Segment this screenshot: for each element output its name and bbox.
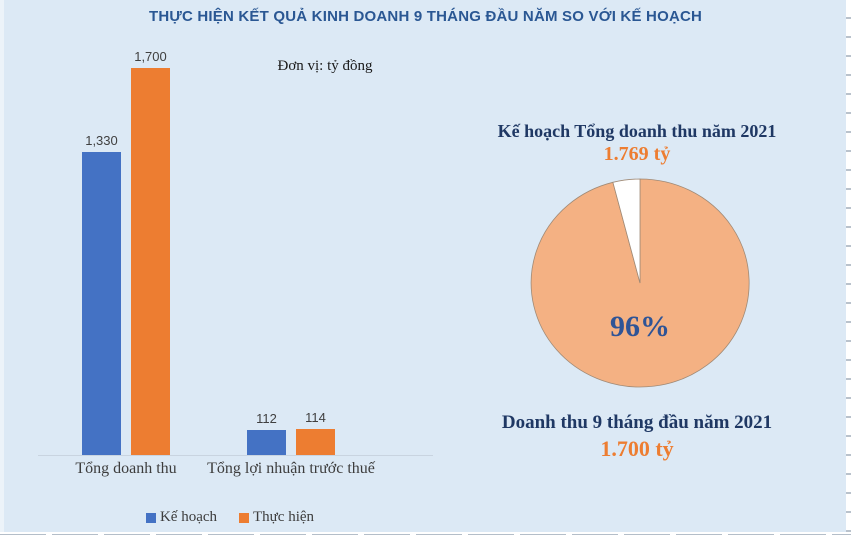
- pie-percent-label: 96%: [610, 310, 670, 343]
- x-axis-line: [38, 455, 433, 456]
- legend-label: Thực hiện: [253, 509, 315, 525]
- bar-Kế hoạch-Tổng lợi nhuận trước thuế: [247, 430, 286, 455]
- sheet-gridlines-bottom: [0, 532, 851, 539]
- bar-value-label: 1,700: [134, 49, 167, 64]
- sheet-edge-left: [0, 0, 4, 539]
- legend-item-Thực hiện: Thực hiện: [239, 509, 314, 526]
- bar-Kế hoạch-Tổng doanh thu: [82, 152, 121, 455]
- sheet-gridline-dashes: [0, 534, 851, 535]
- sheet-gridlines-right: [846, 0, 851, 539]
- pie-title-value: 1.769 tỷ: [603, 143, 671, 165]
- pie-slice-Còn lại: [612, 178, 641, 284]
- category-label: Tổng doanh thu: [75, 460, 177, 477]
- pie-caption: Doanh thu 9 tháng đầu năm 2021: [501, 412, 773, 433]
- bar-value-label: 114: [305, 410, 326, 425]
- pie-title: Kế hoạch Tổng doanh thu năm 2021: [497, 121, 777, 141]
- legend-swatch-icon: [145, 512, 156, 523]
- bar-Thực hiện-Tổng doanh thu: [131, 68, 170, 455]
- bar-value-label: 1,330: [85, 133, 118, 148]
- pie-chart: [530, 178, 750, 388]
- bar-value-label: 112: [256, 411, 277, 426]
- category-label: Tổng lợi nhuận trước thuế: [207, 460, 375, 477]
- bar-Thực hiện-Tổng lợi nhuận trước thuế: [296, 429, 335, 455]
- pie-caption-value: 1.700 tỷ: [600, 436, 674, 461]
- legend-label: Kế hoạch: [159, 509, 218, 525]
- legend-item-Kế hoạch: Kế hoạch: [145, 509, 218, 526]
- legend-swatch-icon: [239, 512, 250, 523]
- legend: Kế hoạch Thực hiện: [30, 509, 430, 526]
- unit-note: Đơn vị: tỷ đồng: [277, 58, 373, 74]
- page-title: THỰC HIỆN KẾT QUẢ KINH DOANH 9 THÁNG ĐẦU…: [148, 8, 703, 25]
